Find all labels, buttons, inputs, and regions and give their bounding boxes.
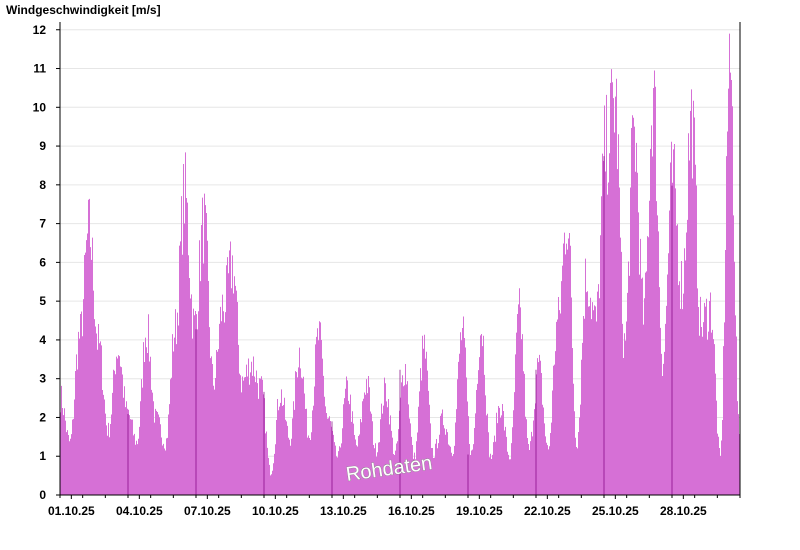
y-tick-label: 2	[39, 410, 46, 424]
x-tick-label: 25.10.25	[592, 504, 639, 518]
x-tick-label: 19.10.25	[456, 504, 503, 518]
y-tick-label: 12	[33, 23, 47, 37]
x-tick-label: 07.10.25	[184, 504, 231, 518]
y-tick-label: 6	[39, 255, 46, 269]
y-tick-label: 9	[39, 139, 46, 153]
x-tick-label: 10.10.25	[252, 504, 299, 518]
y-tick-label: 1	[39, 449, 46, 463]
y-tick-label: 5	[39, 294, 46, 308]
y-axis-label: Windgeschwindigkeit [m/s]	[6, 3, 161, 17]
x-axis-ticks: 01.10.25 04.10.25 07.10.25 10.10.25 13.10.25…	[48, 495, 741, 518]
y-tick-label: 7	[39, 217, 46, 231]
x-tick-label: 22.10.25	[524, 504, 571, 518]
y-tick-label: 8	[39, 178, 46, 192]
y-tick-label: 3	[39, 372, 46, 386]
y-tick-label: 4	[39, 333, 46, 347]
wind-speed-bars	[60, 33, 740, 495]
y-tick-label: 10	[33, 100, 47, 114]
x-tick-label: 01.10.25	[48, 504, 95, 518]
bars-layer	[60, 33, 740, 495]
day-separator-lines	[127, 156, 673, 495]
x-tick-label: 13.10.25	[320, 504, 367, 518]
y-tick-label: 11	[33, 62, 46, 76]
y-tick-label: 0	[39, 488, 46, 502]
x-tick-label: 16.10.25	[388, 504, 435, 518]
x-tick-label: 28.10.25	[660, 504, 707, 518]
x-tick-label: 04.10.25	[116, 504, 163, 518]
